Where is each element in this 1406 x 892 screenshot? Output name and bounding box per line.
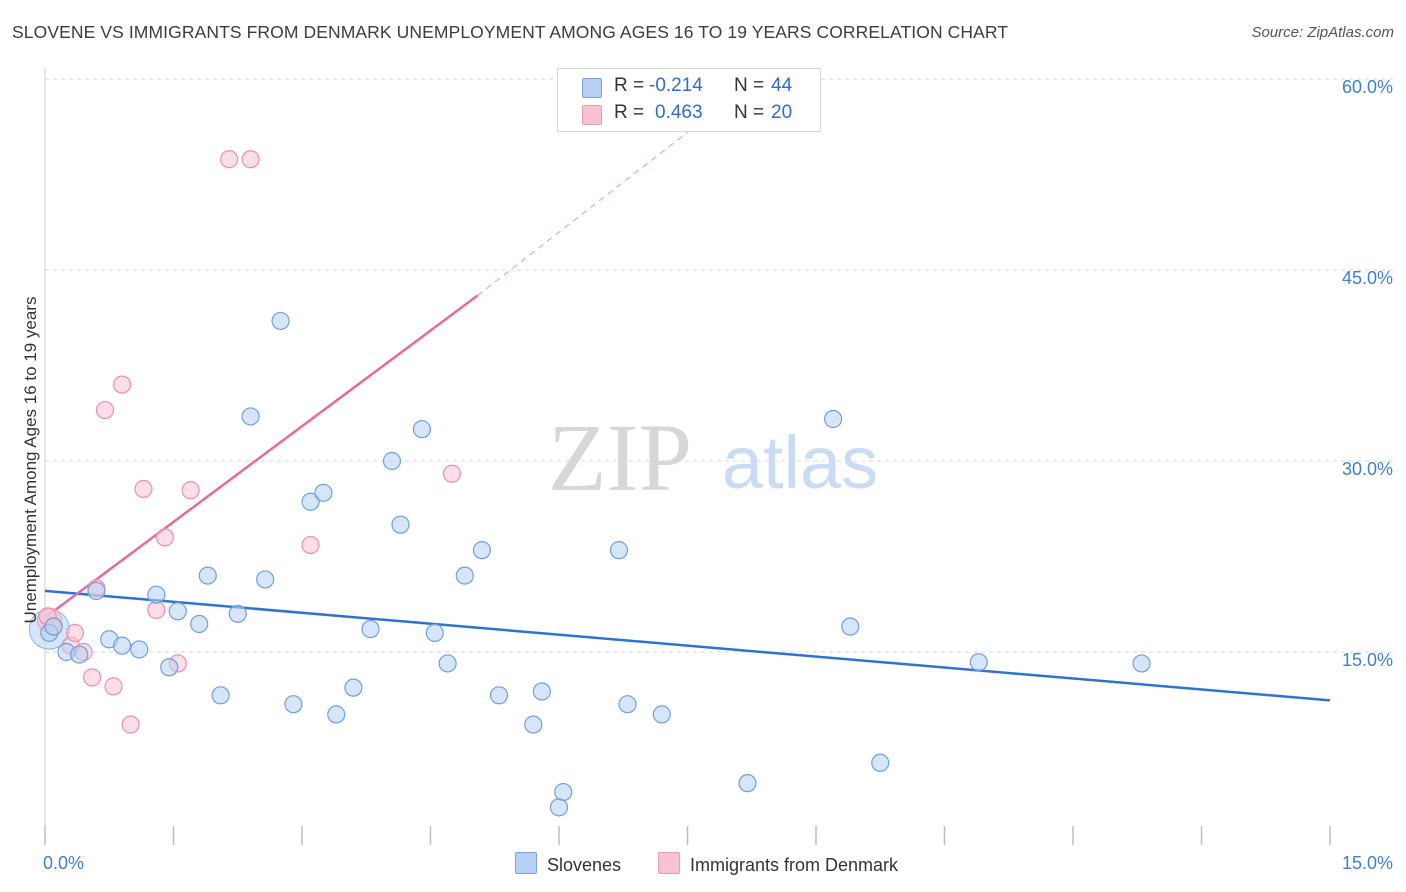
- legend-swatch-denmark: [582, 105, 602, 125]
- point-denmark: [147, 600, 166, 620]
- y-tick-label: 60.0%: [1342, 77, 1393, 97]
- point-slovenes: [524, 715, 543, 734]
- point-slovenes: [652, 705, 671, 724]
- watermark-zip: ZIP: [548, 404, 692, 511]
- point-slovenes: [871, 753, 890, 772]
- trend-lines: [44, 78, 1331, 702]
- point-denmark: [65, 623, 85, 643]
- point-slovenes: [211, 686, 230, 705]
- point-slovenes: [618, 695, 637, 714]
- point-slovenes: [344, 678, 363, 697]
- point-denmark: [121, 715, 140, 734]
- point-slovenes: [1132, 654, 1151, 673]
- legend-label-denmark: Immigrants from Denmark: [690, 855, 899, 875]
- watermark-atlas: atlas: [722, 421, 878, 504]
- point-slovenes: [532, 682, 551, 701]
- point-slovenes: [391, 515, 410, 534]
- y-tick-label: 45.0%: [1342, 268, 1393, 288]
- point-slovenes: [489, 686, 509, 705]
- point-slovenes: [190, 614, 209, 634]
- point-slovenes: [44, 617, 63, 636]
- legend-r-value: -0.214: [649, 75, 703, 96]
- point-slovenes: [738, 774, 757, 793]
- point-slovenes: [609, 541, 629, 560]
- point-slovenes: [147, 585, 166, 604]
- point-slovenes: [256, 570, 275, 589]
- legend-n-value: 44: [771, 75, 793, 96]
- point-slovenes: [284, 695, 303, 714]
- point-slovenes: [87, 581, 106, 600]
- point-denmark: [155, 528, 175, 547]
- point-slovenes: [160, 658, 179, 677]
- point-slovenes: [70, 645, 89, 664]
- point-denmark: [104, 677, 123, 696]
- legend-swatch-denmark: [658, 852, 680, 874]
- point-slovenes: [228, 604, 247, 623]
- point-slovenes: [549, 798, 569, 817]
- point-slovenes: [412, 420, 432, 439]
- trend-line-denmark-extension: [477, 78, 757, 296]
- point-denmark: [442, 464, 462, 483]
- point-slovenes: [969, 653, 988, 672]
- x-tick-label: 0.0%: [43, 853, 84, 873]
- legend-swatch-slovenes: [582, 78, 602, 98]
- y-tick-label: 15.0%: [1342, 650, 1393, 670]
- point-slovenes: [554, 782, 573, 802]
- legend-label-slovenes: Slovenes: [547, 855, 622, 875]
- legend-n-label: N =: [734, 75, 765, 96]
- point-slovenes: [168, 602, 187, 621]
- trend-line-denmark: [44, 294, 479, 619]
- point-denmark: [112, 375, 132, 394]
- legend-n-label: N =: [734, 102, 765, 123]
- legend-item-denmark: Immigrants from Denmark: [658, 852, 898, 876]
- point-slovenes: [241, 407, 260, 426]
- point-slovenes: [130, 640, 149, 659]
- legend-swatch-slovenes: [515, 852, 537, 874]
- point-slovenes: [841, 617, 860, 636]
- legend-r-label: R =: [614, 102, 645, 123]
- point-slovenes: [198, 566, 217, 585]
- point-denmark: [95, 400, 115, 420]
- correlation-legend: R = -0.214 N = 44 R = 0.463 N = 20: [557, 68, 821, 132]
- point-slovenes: [382, 451, 402, 471]
- legend-n-value: 20: [771, 102, 793, 123]
- y-tick-label: 30.0%: [1342, 459, 1393, 479]
- chart-title: SLOVENE VS IMMIGRANTS FROM DENMARK UNEMP…: [12, 22, 1009, 42]
- point-denmark: [134, 479, 153, 499]
- point-denmark: [220, 150, 239, 169]
- point-denmark: [83, 668, 102, 687]
- source-label: Source: ZipAtlas.com: [1251, 24, 1394, 41]
- point-slovenes: [361, 619, 380, 639]
- tick-labels: 15.0% 30.0% 45.0% 60.0% 0.0% 15.0%: [43, 77, 1393, 873]
- point-slovenes: [472, 541, 491, 560]
- point-slovenes: [327, 705, 346, 724]
- point-denmark: [181, 481, 200, 500]
- watermark: ZIP atlas: [548, 404, 878, 511]
- point-denmark: [241, 150, 260, 169]
- point-slovenes: [824, 409, 843, 429]
- point-slovenes: [314, 483, 333, 502]
- legend-r-label: R =: [614, 75, 645, 96]
- trend-line-slovenes: [44, 589, 1331, 702]
- data-points: [28, 150, 1151, 817]
- point-slovenes: [301, 492, 320, 511]
- point-slovenes: [112, 636, 132, 655]
- point-slovenes: [455, 566, 474, 585]
- point-denmark: [301, 535, 320, 555]
- point-slovenes: [425, 623, 444, 643]
- x-tick-label: 15.0%: [1342, 853, 1393, 873]
- point-slovenes: [438, 654, 457, 673]
- axes: [44, 68, 1331, 845]
- point-slovenes: [271, 311, 290, 331]
- y-axis-label: Unemployment Among Ages 16 to 19 years: [21, 296, 40, 624]
- legend-r-value: 0.463: [655, 102, 703, 123]
- legend-item-slovenes: Slovenes: [515, 852, 621, 876]
